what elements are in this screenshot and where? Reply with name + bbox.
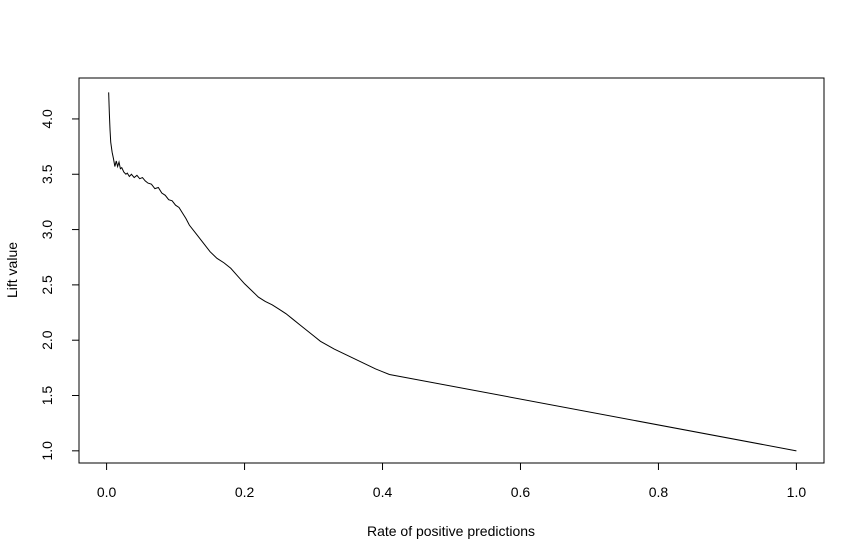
lift-curve-line [108,92,797,452]
x-tick-label: 0.6 [511,484,531,500]
y-axis: 1.0 1.5 2.0 2.5 3.0 3.5 4.0 [39,109,80,461]
x-tick-label: 0.8 [649,484,669,500]
y-tick-label: 2.0 [39,330,55,350]
x-tick-label: 0.2 [235,484,255,500]
y-tick-label: 1.5 [39,386,55,406]
y-axis-title: Lift value [4,242,20,298]
x-tick-label: 1.0 [787,484,807,500]
y-tick-label: 2.5 [39,275,55,295]
y-tick-label: 3.5 [39,164,55,184]
y-tick-label: 4.0 [39,109,55,129]
x-tick-label: 0.4 [373,484,393,500]
y-tick-label: 1.0 [39,441,55,461]
x-axis-title: Rate of positive predictions [367,523,535,539]
plot-frame [78,77,825,464]
x-axis: 0.0 0.2 0.4 0.6 0.8 1.0 [97,462,807,500]
x-tick-label: 0.0 [97,484,117,500]
y-tick-label: 3.0 [39,220,55,240]
